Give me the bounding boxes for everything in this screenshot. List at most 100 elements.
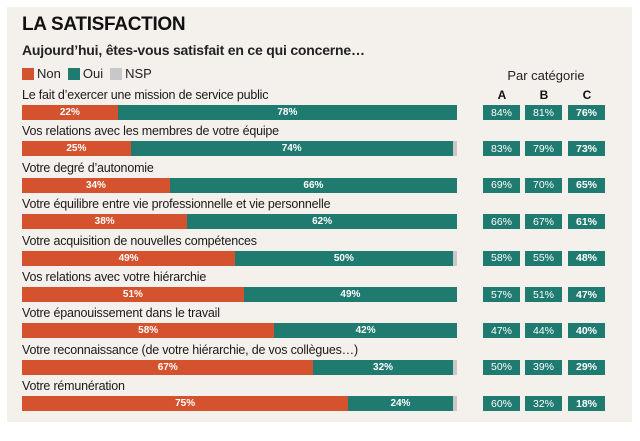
chart-title: LA SATISFACTION (22, 14, 186, 35)
bar-segment-oui: 49% (243, 287, 457, 302)
bar-segment-non: 49% (22, 250, 236, 266)
bar-value-label: 62% (312, 216, 333, 228)
row-label: Votre reconnaissance (de votre hiérarchi… (22, 342, 358, 357)
legend: Non Oui NSP (22, 66, 159, 81)
bar-value-label: 25% (66, 143, 87, 155)
bar-segment-oui: 66% (169, 177, 457, 193)
bar-segment-oui: 42% (274, 323, 457, 339)
bar-segment-non: 25% (22, 141, 131, 157)
stacked-bar: 58% 42% (22, 323, 457, 339)
row-label: Vos relations avec les membres de votre … (22, 124, 279, 139)
legend-swatch-non (22, 67, 34, 80)
bar-segment-non: 75% (22, 396, 349, 412)
row-label: Vos relations avec votre hiérarchie (22, 270, 207, 284)
bar-segment-non: 38% (22, 214, 188, 230)
bar-value-label: 32% (373, 361, 394, 373)
row-label: Votre équilibre entre vie professionnell… (22, 197, 331, 212)
category-value-a: 69% (483, 177, 520, 193)
bar-segment-oui: 78% (117, 105, 457, 120)
category-value-b: 70% (525, 177, 562, 193)
category-value-c: 76% (568, 105, 605, 120)
category-value-c: 40% (568, 323, 605, 339)
category-value-a: 57% (483, 287, 520, 302)
bar-value-label: 42% (355, 325, 376, 337)
bar-value-label: 22% (59, 107, 80, 118)
bar-value-label: 75% (175, 398, 196, 410)
category-value-c: 73% (568, 141, 605, 157)
bar-value-label: 51% (122, 289, 143, 300)
category-value-a: 50% (483, 359, 520, 375)
legend-swatch-nsp (110, 67, 123, 80)
bar-value-label: 34% (85, 179, 106, 191)
category-value-a: 58% (483, 250, 520, 266)
bar-segment-nsp (452, 250, 457, 266)
category-value-b: 55% (525, 250, 562, 266)
legend-label-nsp: NSP (125, 66, 152, 81)
stacked-bar: 75% 24% (22, 396, 457, 412)
row-label: Votre acquisition de nouvelles compétenc… (22, 233, 257, 248)
bar-segment-non: 67% (22, 359, 314, 375)
category-value-a: 47% (483, 323, 520, 339)
bar-segment-oui: 74% (130, 141, 453, 157)
category-column-a: A (497, 88, 507, 102)
bar-value-label: 67% (157, 361, 178, 373)
bar-segment-oui: 24% (348, 396, 453, 412)
bar-segment-non: 51% (22, 287, 244, 302)
bar-segment-non: 58% (22, 323, 275, 339)
bar-value-label: 74% (281, 143, 302, 155)
category-value-c: 47% (568, 287, 605, 302)
bar-segment-nsp (452, 359, 457, 375)
category-value-b: 39% (525, 359, 562, 375)
bar-segment-nsp (452, 141, 457, 157)
chart-subtitle: Aujourd’hui, êtes-vous satisfait en ce q… (22, 42, 365, 58)
category-value-a: 83% (483, 141, 520, 157)
bar-segment-oui: 62% (187, 214, 457, 230)
stacked-bar: 67% 32% (22, 359, 457, 375)
category-value-a: 84% (483, 105, 520, 120)
row-label: Le fait d’exercer une mission de service… (22, 88, 269, 102)
category-value-b: 67% (525, 214, 562, 230)
category-column-c: C (582, 88, 592, 102)
category-column-b: B (539, 88, 549, 102)
category-value-c: 29% (568, 359, 605, 375)
bar-segment-non: 22% (22, 105, 118, 120)
row-label: Votre rémunération (22, 379, 125, 394)
legend-swatch-oui (67, 67, 80, 80)
category-value-b: 81% (525, 105, 562, 120)
category-value-c: 65% (568, 177, 605, 193)
bar-segment-oui: 32% (313, 359, 453, 375)
category-value-c: 61% (568, 214, 605, 230)
stacked-bar: 51% 49% (22, 287, 457, 302)
category-value-a: 66% (483, 214, 520, 230)
bar-segment-nsp (452, 396, 457, 412)
bar-value-label: 78% (277, 107, 298, 118)
legend-item-non: Non (22, 66, 61, 81)
legend-item-oui: Oui (67, 66, 104, 81)
category-value-c: 48% (568, 250, 605, 266)
bar-value-label: 66% (303, 179, 324, 191)
row-label: Votre degré d’autonomie (22, 160, 154, 175)
stacked-bar: 38% 62% (22, 214, 457, 230)
bar-value-label: 49% (340, 289, 361, 300)
category-value-b: 79% (525, 141, 562, 157)
bar-segment-non: 34% (22, 177, 170, 193)
category-value-b: 32% (525, 396, 562, 412)
bar-value-label: 38% (94, 216, 115, 228)
legend-label-oui: Oui (82, 66, 104, 81)
stacked-bar: 34% 66% (22, 177, 457, 193)
legend-label-non: Non (37, 66, 61, 81)
bar-value-label: 24% (390, 398, 411, 410)
legend-item-nsp: NSP (110, 66, 152, 81)
stacked-bar: 22% 78% (22, 105, 457, 120)
row-label: Votre épanouissement dans le travail (22, 306, 220, 321)
category-value-b: 51% (525, 287, 562, 302)
bar-value-label: 58% (138, 325, 159, 337)
stacked-bar: 25% 74% (22, 141, 457, 157)
bar-value-label: 50% (333, 252, 354, 264)
category-value-c: 18% (568, 396, 605, 412)
bar-value-label: 49% (118, 252, 139, 264)
category-value-b: 44% (525, 323, 562, 339)
category-header: Par catégorie (507, 68, 585, 83)
stacked-bar: 49% 50% (22, 250, 457, 266)
bar-segment-oui: 50% (235, 250, 453, 266)
